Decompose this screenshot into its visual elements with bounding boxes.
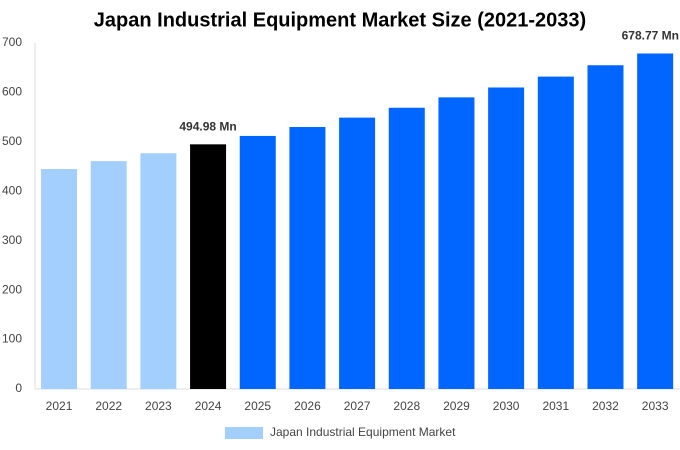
chart-title: Japan Industrial Equipment Market Size (…: [94, 9, 586, 31]
x-tick-label: 2028: [393, 399, 420, 413]
bar: [339, 117, 376, 389]
legend-swatch: [225, 427, 263, 439]
bar: [140, 153, 177, 389]
x-tick-label: 2022: [95, 399, 122, 413]
y-tick-label: 200: [2, 282, 22, 296]
value-label: 678.77 Mn: [622, 29, 679, 43]
x-tick-label: 2033: [642, 399, 669, 413]
y-tick-label: 0: [15, 381, 22, 395]
bar: [289, 127, 326, 390]
x-tick-label: 2032: [592, 399, 619, 413]
bar: [90, 161, 127, 389]
y-tick-label: 400: [2, 183, 22, 197]
value-label: 494.98 Mn: [179, 120, 236, 134]
bar: [537, 76, 574, 390]
y-tick-label: 600: [2, 85, 22, 99]
y-tick-label: 500: [2, 134, 22, 148]
x-tick-label: 2031: [542, 399, 569, 413]
x-tick-label: 2025: [244, 399, 271, 413]
x-tick-label: 2030: [493, 399, 520, 413]
x-tick-label: 2023: [145, 399, 172, 413]
bar: [637, 53, 674, 390]
y-tick-label: 700: [2, 35, 22, 49]
bar: [41, 169, 78, 389]
y-tick-label: 300: [2, 233, 22, 247]
x-tick-label: 2024: [195, 399, 222, 413]
x-tick-label: 2026: [294, 399, 321, 413]
bar: [488, 87, 525, 389]
bar: [239, 135, 276, 389]
y-tick-label: 100: [2, 332, 22, 346]
bar: [190, 144, 227, 389]
x-tick-label: 2029: [443, 399, 470, 413]
bar: [388, 107, 425, 389]
bar: [438, 97, 475, 389]
bar: [587, 65, 624, 389]
x-tick-label: 2021: [46, 399, 73, 413]
x-tick-label: 2027: [344, 399, 371, 413]
legend-label: Japan Industrial Equipment Market: [270, 425, 456, 439]
